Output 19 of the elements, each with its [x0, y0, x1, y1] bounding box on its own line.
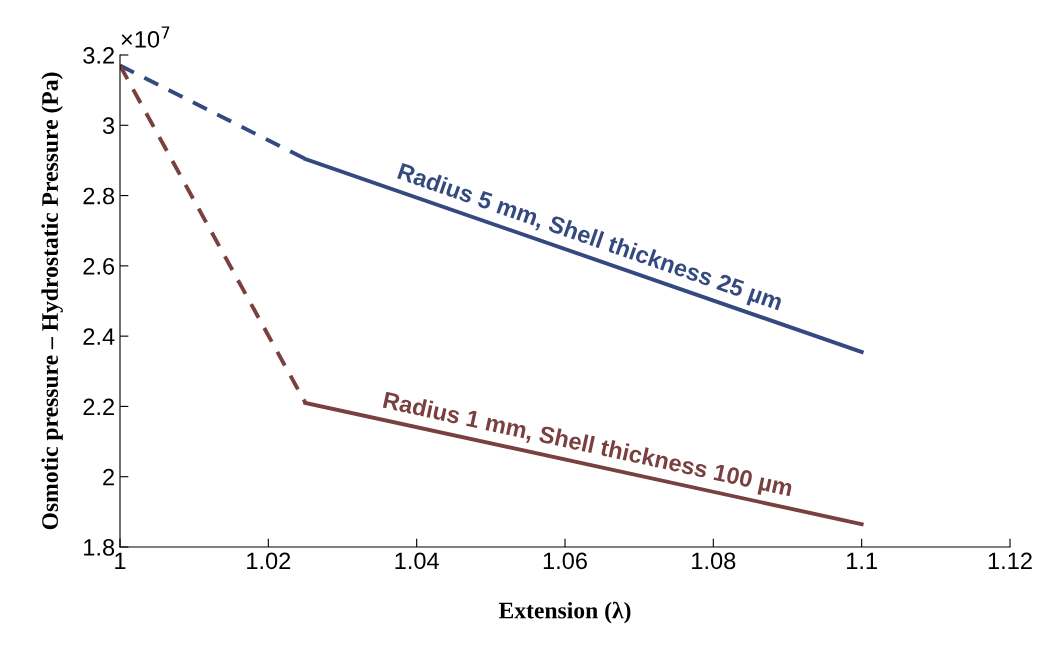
y-tick-label: 2.2: [83, 398, 114, 415]
x-tick-label: 1.12: [988, 552, 1032, 569]
annotation: Radius 1 mm, Shell thickness 100 µm: [381, 390, 794, 502]
x-axis-title: Extension (λ): [498, 601, 631, 624]
y-tick-label: 3.2: [83, 47, 114, 64]
x-tick-label: 1.06: [543, 552, 587, 570]
y-tick-label: 2: [103, 468, 114, 486]
y-tick-label: 3: [102, 117, 115, 135]
text: ×10$^{7}$: [121, 26, 170, 48]
y-axis-title: Osmotic pressure – Hydrostatic Pressure (Pa): [41, 72, 63, 530]
y-tick-label: 2.8: [83, 187, 115, 205]
x-tick-label: 1.02: [247, 552, 291, 570]
x-tick-label: 1.08: [692, 552, 736, 570]
x-tick-label: 1.04: [395, 552, 439, 570]
x-tick-label: 1: [115, 552, 126, 569]
y-tick-label: 2.4: [83, 328, 115, 345]
x-tick-label: 1.1: [847, 552, 877, 569]
y-tick-label: 2.6: [83, 257, 115, 275]
y-tick-label: 1.8: [84, 539, 115, 556]
